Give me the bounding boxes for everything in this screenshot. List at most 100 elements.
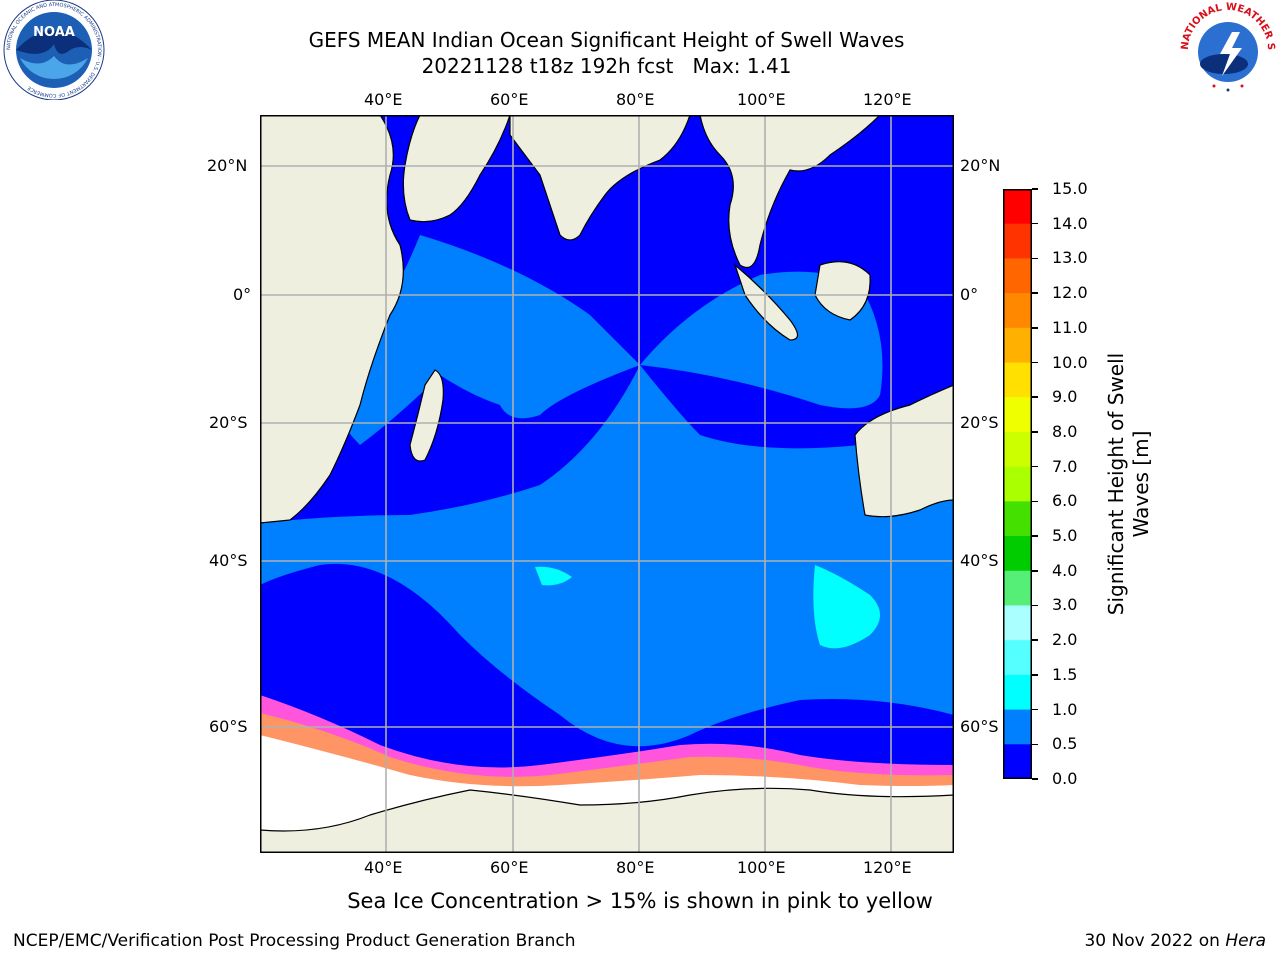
colorbar-tick-label: 7.0 <box>1052 456 1078 476</box>
land-borneo <box>814 261 871 321</box>
colorbar-bin <box>1003 466 1032 502</box>
lon-label-bottom: 40°E <box>364 858 403 877</box>
lon-label-bottom: 80°E <box>616 858 655 877</box>
colorbar-tick <box>1032 535 1038 537</box>
colorbar-tick <box>1032 431 1038 433</box>
colorbar-tick <box>1032 674 1038 676</box>
colorbar-tick-label: 6.0 <box>1052 491 1078 511</box>
colorbar-bin <box>1003 327 1032 364</box>
lon-label-top: 80°E <box>616 90 655 109</box>
colorbar-tick-label: 12.0 <box>1052 283 1088 303</box>
colorbar-tick <box>1032 465 1038 468</box>
colorbar-tick <box>1032 361 1038 364</box>
colorbar-tick-label: 1.5 <box>1052 664 1078 684</box>
lon-label-top: 100°E <box>737 90 786 109</box>
colorbar-border <box>1003 189 1032 779</box>
colorbar-tick-label: 14.0 <box>1052 213 1088 233</box>
colorbar-tick <box>1032 604 1038 607</box>
lon-label-top: 120°E <box>863 90 912 109</box>
lon-label-bottom: 120°E <box>863 858 912 877</box>
land-sumatra <box>733 263 799 341</box>
footer-date-text: 30 Nov 2022 on <box>1084 931 1226 951</box>
land-southeast-asia <box>699 115 881 269</box>
colorbar-tick-label: 8.0 <box>1052 421 1078 441</box>
colorbar-tick-label: 1.0 <box>1052 699 1078 719</box>
colorbar-title: Significant Height of Swell Waves [m] <box>1104 352 1153 616</box>
colorbar-tick <box>1032 778 1038 780</box>
colorbar-bin <box>1003 189 1032 225</box>
footer-credit: NCEP/EMC/Verification Post Processing Pr… <box>13 931 576 951</box>
colorbar-tick <box>1032 292 1038 294</box>
colorbar-tick-label: 2.0 <box>1052 630 1078 650</box>
lon-label-top: 40°E <box>364 90 403 109</box>
colorbar-tick <box>1032 639 1038 641</box>
footer-host: Hera <box>1225 931 1266 951</box>
colorbar-tick <box>1032 222 1038 225</box>
lon-label-top: 60°E <box>490 90 529 109</box>
colorbar-bin <box>1003 536 1032 572</box>
land-africa <box>260 115 404 524</box>
noaa-logo-text: NOAA <box>33 25 75 40</box>
land-australia <box>854 384 954 518</box>
colorbar-bin <box>1003 744 1032 779</box>
colorbar-tick <box>1032 570 1038 572</box>
colorbar-tick <box>1032 500 1038 503</box>
land-india <box>509 115 691 241</box>
colorbar-bin <box>1003 605 1032 641</box>
colorbar-bin <box>1003 431 1032 468</box>
sea-ice-caption: Sea Ice Concentration > 15% is shown in … <box>347 889 933 913</box>
colorbar-tick <box>1032 327 1038 329</box>
lat-label-left: 20°N <box>207 156 248 175</box>
lat-label-right: 20°S <box>960 413 999 432</box>
colorbar-tick-label: 11.0 <box>1052 317 1088 337</box>
lat-label-left: 60°S <box>209 717 248 736</box>
land-madagascar <box>409 369 444 462</box>
colorbar-bin <box>1003 258 1032 294</box>
colorbar-bin <box>1003 223 1032 259</box>
gridlines <box>260 115 954 853</box>
colorbar-bin <box>1003 397 1032 433</box>
colorbar-tick <box>1032 257 1038 260</box>
colorbar-bin <box>1003 674 1032 711</box>
lat-label-right: 40°S <box>960 551 999 570</box>
swell-band-mid <box>260 271 954 747</box>
colorbar-tick <box>1032 396 1038 398</box>
colorbar-tick-label: 3.0 <box>1052 595 1078 615</box>
lon-label-bottom: 100°E <box>737 858 786 877</box>
map-frame <box>260 115 954 853</box>
colorbar <box>1003 189 1032 779</box>
title-line1: GEFS MEAN Indian Ocean Significant Heigh… <box>308 28 905 52</box>
colorbar-tick-label: 4.0 <box>1052 560 1078 580</box>
lat-label-left: 0° <box>233 285 252 304</box>
colorbar-bin <box>1003 362 1032 398</box>
colorbar-bin <box>1003 501 1032 537</box>
land-antarctica <box>260 787 954 853</box>
lat-label-right: 20°N <box>960 156 1001 175</box>
title-line2: 20221128 t18z 192h fcst Max: 1.41 <box>421 54 792 78</box>
colorbar-tick <box>1032 708 1038 711</box>
lat-label-left: 20°S <box>209 413 248 432</box>
lat-label-left: 40°S <box>209 551 248 570</box>
colorbar-tick-label: 0.5 <box>1052 734 1078 754</box>
lon-label-bottom: 60°E <box>490 858 529 877</box>
colorbar-tick-label: 13.0 <box>1052 248 1088 268</box>
footer-date: 30 Nov 2022 on Hera <box>1084 931 1266 951</box>
colorbar-tick-label: 10.0 <box>1052 352 1088 372</box>
colorbar-tick <box>1032 188 1038 190</box>
lat-label-right: 0° <box>960 285 979 304</box>
colorbar-tick <box>1032 743 1038 746</box>
colorbar-bin <box>1003 570 1032 606</box>
colorbar-tick-label: 0.0 <box>1052 769 1078 788</box>
noaa-logo: NATIONAL OCEANIC AND ATMOSPHERIC ADMINIS… <box>3 0 105 100</box>
colorbar-bin <box>1003 640 1032 676</box>
colorbar-tick-label: 15.0 <box>1052 179 1088 198</box>
swell-patch-high-east <box>813 565 880 649</box>
colorbar-bin <box>1003 293 1032 329</box>
land-arabia <box>402 115 511 223</box>
colorbar-bin <box>1003 709 1032 745</box>
colorbar-tick-label: 5.0 <box>1052 526 1078 546</box>
colorbar-tick-label: 9.0 <box>1052 387 1078 407</box>
swell-patch-high-west <box>535 566 572 586</box>
map-border <box>260 115 954 853</box>
lat-label-right: 60°S <box>960 717 999 736</box>
